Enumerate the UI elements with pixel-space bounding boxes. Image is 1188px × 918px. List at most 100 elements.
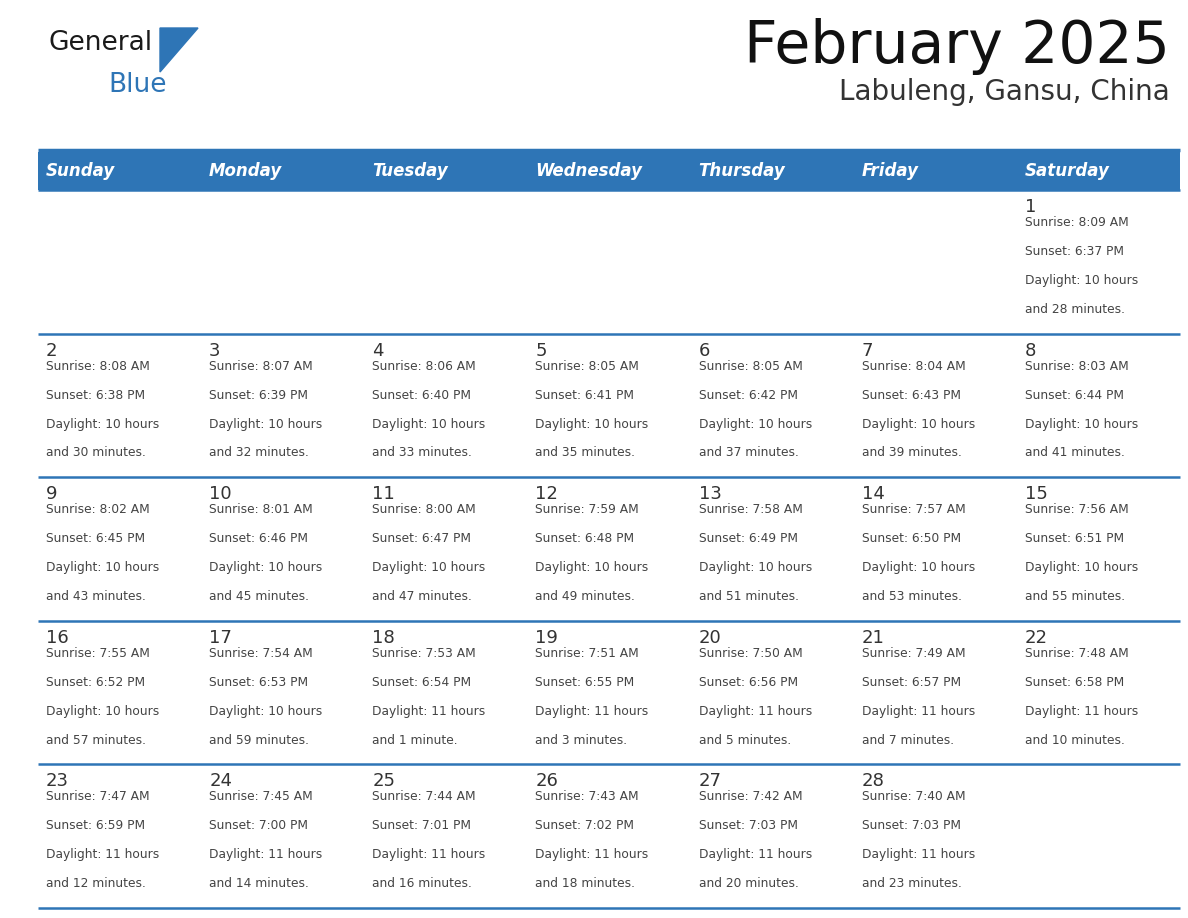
Text: Sunset: 6:59 PM: Sunset: 6:59 PM: [46, 820, 145, 833]
Bar: [1017, 190, 1180, 333]
Text: Sunrise: 8:07 AM: Sunrise: 8:07 AM: [209, 360, 312, 373]
Text: and 23 minutes.: and 23 minutes.: [861, 878, 961, 890]
Text: 15: 15: [1025, 486, 1048, 503]
Text: Sunrise: 7:55 AM: Sunrise: 7:55 AM: [46, 647, 150, 660]
Text: Sunset: 6:54 PM: Sunset: 6:54 PM: [372, 676, 472, 688]
Text: 20: 20: [699, 629, 721, 647]
Text: Tuesday: Tuesday: [372, 162, 448, 180]
Text: Daylight: 10 hours: Daylight: 10 hours: [861, 418, 975, 431]
Text: and 12 minutes.: and 12 minutes.: [46, 878, 146, 890]
Text: Sunset: 7:00 PM: Sunset: 7:00 PM: [209, 820, 308, 833]
Text: Sunset: 6:50 PM: Sunset: 6:50 PM: [861, 532, 961, 545]
Text: and 32 minutes.: and 32 minutes.: [209, 446, 309, 459]
Text: Daylight: 10 hours: Daylight: 10 hours: [372, 418, 486, 431]
Text: Sunset: 6:41 PM: Sunset: 6:41 PM: [536, 388, 634, 401]
Text: Daylight: 10 hours: Daylight: 10 hours: [46, 561, 159, 574]
Text: Sunday: Sunday: [46, 162, 115, 180]
Text: Daylight: 10 hours: Daylight: 10 hours: [46, 705, 159, 718]
Bar: [38, 621, 201, 765]
Text: and 45 minutes.: and 45 minutes.: [209, 590, 309, 603]
Bar: [201, 765, 365, 908]
Text: Sunrise: 8:09 AM: Sunrise: 8:09 AM: [1025, 216, 1129, 229]
Text: Labuleng, Gansu, China: Labuleng, Gansu, China: [839, 78, 1170, 106]
Text: 27: 27: [699, 772, 721, 790]
Text: and 30 minutes.: and 30 minutes.: [46, 446, 146, 459]
Text: 22: 22: [1025, 629, 1048, 647]
Polygon shape: [160, 28, 198, 72]
Bar: [690, 621, 854, 765]
Text: Sunset: 6:37 PM: Sunset: 6:37 PM: [1025, 245, 1124, 258]
Text: and 47 minutes.: and 47 minutes.: [372, 590, 472, 603]
Bar: [1017, 333, 1180, 477]
Bar: [38, 190, 201, 333]
Text: 19: 19: [536, 629, 558, 647]
Text: Daylight: 10 hours: Daylight: 10 hours: [209, 561, 322, 574]
Text: and 1 minute.: and 1 minute.: [372, 733, 457, 746]
Text: 11: 11: [372, 486, 396, 503]
Text: Daylight: 10 hours: Daylight: 10 hours: [46, 418, 159, 431]
Bar: [854, 477, 1017, 621]
Text: Sunset: 6:57 PM: Sunset: 6:57 PM: [861, 676, 961, 688]
Text: and 41 minutes.: and 41 minutes.: [1025, 446, 1125, 459]
Text: Sunset: 6:38 PM: Sunset: 6:38 PM: [46, 388, 145, 401]
Text: and 10 minutes.: and 10 minutes.: [1025, 733, 1125, 746]
Text: and 37 minutes.: and 37 minutes.: [699, 446, 798, 459]
Text: Daylight: 11 hours: Daylight: 11 hours: [861, 848, 975, 861]
Text: Sunrise: 7:51 AM: Sunrise: 7:51 AM: [536, 647, 639, 660]
Text: 25: 25: [372, 772, 396, 790]
Text: Sunset: 6:53 PM: Sunset: 6:53 PM: [209, 676, 308, 688]
Bar: [38, 765, 201, 908]
Bar: [201, 152, 365, 190]
Text: and 59 minutes.: and 59 minutes.: [209, 733, 309, 746]
Text: and 20 minutes.: and 20 minutes.: [699, 878, 798, 890]
Text: Daylight: 10 hours: Daylight: 10 hours: [861, 561, 975, 574]
Text: Sunrise: 7:58 AM: Sunrise: 7:58 AM: [699, 503, 802, 516]
Bar: [690, 152, 854, 190]
Text: Sunrise: 7:57 AM: Sunrise: 7:57 AM: [861, 503, 966, 516]
Text: Sunrise: 7:40 AM: Sunrise: 7:40 AM: [861, 790, 966, 803]
Text: Daylight: 10 hours: Daylight: 10 hours: [209, 705, 322, 718]
Text: Sunset: 6:58 PM: Sunset: 6:58 PM: [1025, 676, 1124, 688]
Text: 5: 5: [536, 341, 546, 360]
Text: 12: 12: [536, 486, 558, 503]
Text: Daylight: 11 hours: Daylight: 11 hours: [536, 848, 649, 861]
Text: and 43 minutes.: and 43 minutes.: [46, 590, 146, 603]
Text: 17: 17: [209, 629, 232, 647]
Bar: [527, 333, 690, 477]
Text: Sunset: 6:40 PM: Sunset: 6:40 PM: [372, 388, 472, 401]
Bar: [527, 765, 690, 908]
Text: Daylight: 11 hours: Daylight: 11 hours: [699, 848, 811, 861]
Text: Daylight: 10 hours: Daylight: 10 hours: [699, 561, 811, 574]
Bar: [38, 333, 201, 477]
Bar: [527, 621, 690, 765]
Bar: [854, 152, 1017, 190]
Text: Blue: Blue: [108, 72, 166, 98]
Text: and 3 minutes.: and 3 minutes.: [536, 733, 627, 746]
Text: Saturday: Saturday: [1025, 162, 1110, 180]
Bar: [854, 765, 1017, 908]
Text: February 2025: February 2025: [744, 18, 1170, 75]
Text: Sunrise: 8:03 AM: Sunrise: 8:03 AM: [1025, 360, 1129, 373]
Bar: [38, 477, 201, 621]
Text: Sunset: 6:45 PM: Sunset: 6:45 PM: [46, 532, 145, 545]
Text: 2: 2: [46, 341, 57, 360]
Text: Sunrise: 8:02 AM: Sunrise: 8:02 AM: [46, 503, 150, 516]
Text: 13: 13: [699, 486, 721, 503]
Bar: [527, 152, 690, 190]
Bar: [365, 477, 527, 621]
Text: Sunrise: 8:06 AM: Sunrise: 8:06 AM: [372, 360, 476, 373]
Bar: [365, 765, 527, 908]
Text: Daylight: 11 hours: Daylight: 11 hours: [536, 705, 649, 718]
Text: Sunrise: 7:48 AM: Sunrise: 7:48 AM: [1025, 647, 1129, 660]
Bar: [201, 333, 365, 477]
Text: 8: 8: [1025, 341, 1036, 360]
Text: Sunrise: 8:04 AM: Sunrise: 8:04 AM: [861, 360, 966, 373]
Text: 28: 28: [861, 772, 885, 790]
Text: Sunset: 7:01 PM: Sunset: 7:01 PM: [372, 820, 472, 833]
Text: Sunrise: 7:42 AM: Sunrise: 7:42 AM: [699, 790, 802, 803]
Text: 26: 26: [536, 772, 558, 790]
Text: Daylight: 11 hours: Daylight: 11 hours: [372, 848, 486, 861]
Text: Sunrise: 7:49 AM: Sunrise: 7:49 AM: [861, 647, 966, 660]
Text: Sunset: 6:39 PM: Sunset: 6:39 PM: [209, 388, 308, 401]
Text: Sunrise: 7:44 AM: Sunrise: 7:44 AM: [372, 790, 476, 803]
